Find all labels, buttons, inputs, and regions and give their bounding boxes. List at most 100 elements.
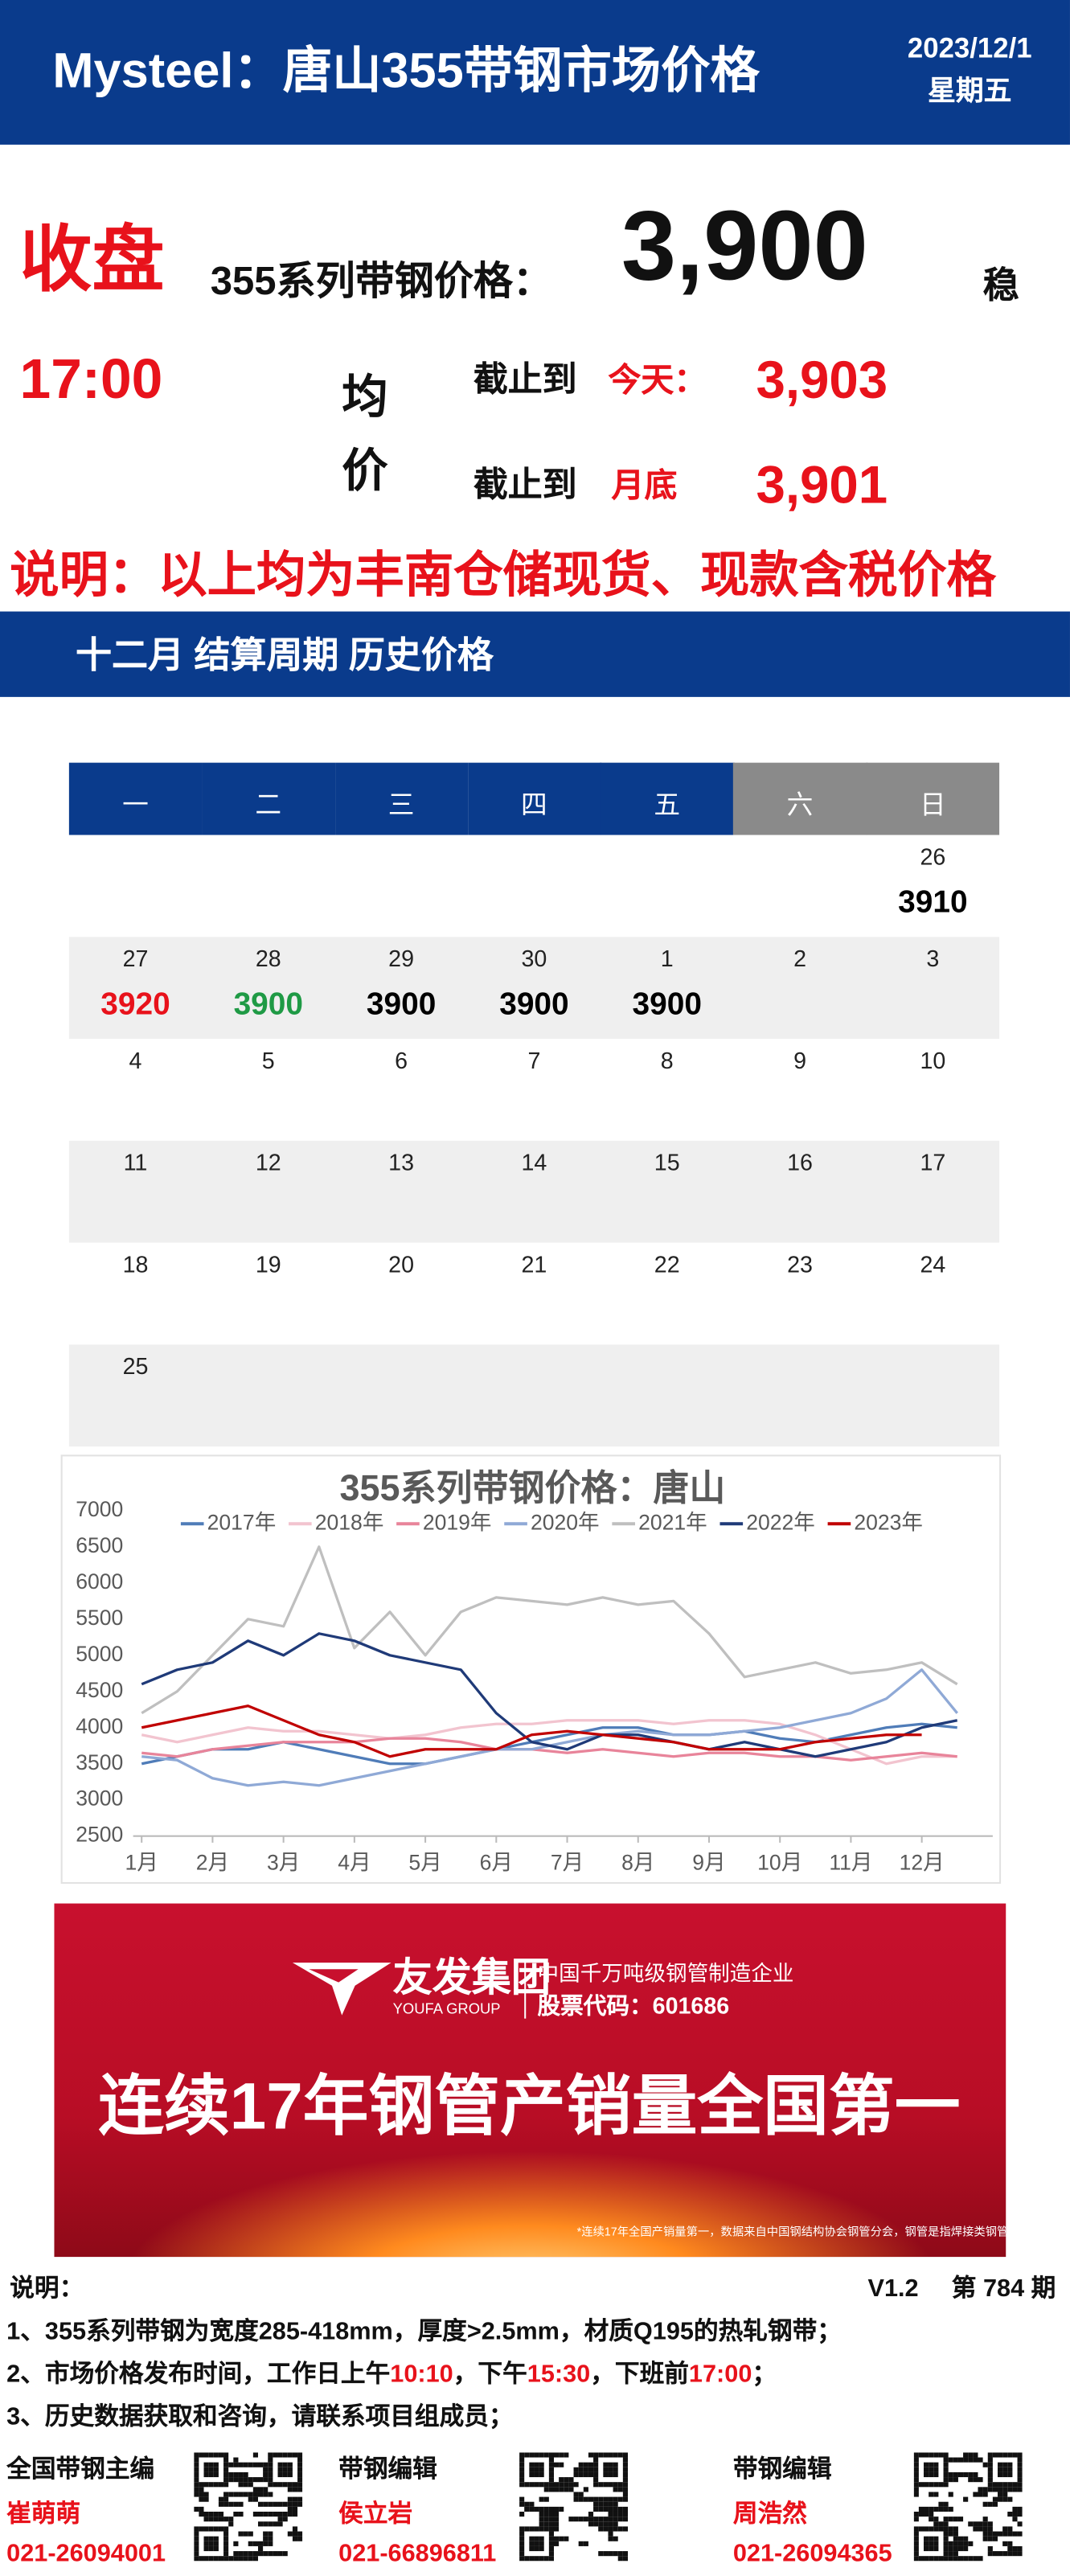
header-band	[0, 0, 1070, 145]
day-number: 16	[787, 1149, 813, 1175]
day-number: 27	[122, 945, 149, 972]
section-band	[0, 611, 1070, 697]
weekday-cell	[601, 762, 735, 835]
y-tick-label: 3500	[76, 1750, 123, 1774]
day-number: 12	[255, 1149, 281, 1175]
y-tick-label: 6000	[76, 1569, 123, 1594]
x-tick-label: 8月	[621, 1850, 654, 1874]
header-date: 2023/12/1	[907, 32, 1032, 64]
avg-period: 今天：	[608, 363, 707, 400]
day-number: 2	[793, 945, 807, 972]
footer-text: 3、历史数据获取和咨询，请联系项目组成员；	[6, 2403, 514, 2431]
divider	[524, 1959, 527, 2019]
y-tick-label: 4500	[76, 1678, 123, 1702]
x-tick-label: 11月	[829, 1850, 872, 1874]
banner-brand-en: YOUFA GROUP	[392, 2000, 501, 2017]
day-number: 20	[388, 1250, 415, 1278]
weekday-cell	[733, 762, 867, 835]
day-number: 14	[521, 1149, 547, 1175]
legend-label: 2023年	[854, 1510, 923, 1534]
day-number: 18	[122, 1250, 149, 1278]
legend-label: 2019年	[423, 1510, 492, 1534]
x-tick-label: 4月	[338, 1850, 371, 1874]
avg-prefix: 截止到	[473, 361, 577, 400]
day-number: 17	[920, 1149, 946, 1175]
price-label: 355系列带钢价格：	[210, 260, 553, 305]
banner-slogan: 连续17年钢管产销量全国第一	[98, 2071, 961, 2144]
week-row	[68, 1242, 1000, 1345]
contact-role: 全国带钢主编	[6, 2455, 155, 2484]
x-tick-label: 1月	[125, 1850, 158, 1874]
note: 说明：以上均为丰南仓储现货、现款含税价格	[10, 548, 996, 604]
weekday-label: 日	[919, 792, 946, 821]
x-tick-label: 9月	[692, 1850, 725, 1874]
series-line	[141, 1719, 957, 1766]
y-tick-label: 4000	[76, 1714, 123, 1738]
contact-name: 崔萌萌	[6, 2500, 81, 2529]
footer-line: 3、历史数据获取和咨询，请联系项目组成员；	[6, 2405, 513, 2430]
highlight-time: 17:00	[688, 2360, 752, 2389]
footer-text: ，下班前	[590, 2360, 689, 2389]
ad-banner: 友发集团 YOUFA GROUP 中国千万吨级钢管制造企业 股票代码：60168…	[54, 1903, 1006, 2258]
header-weekday: 星期五	[928, 76, 1012, 107]
header-title: Mysteel：唐山355带钢市场价格	[52, 44, 760, 99]
day-number: 24	[920, 1250, 946, 1278]
close-price: 3,900	[621, 191, 868, 301]
series-line	[141, 1668, 958, 1787]
day-price: 3900	[366, 987, 437, 1023]
contact-role: 带钢编辑	[732, 2455, 832, 2484]
weekday-cell	[202, 762, 336, 835]
day-number: 9	[793, 1047, 807, 1074]
qr-code	[194, 2452, 303, 2562]
x-tick-label: 12月	[900, 1850, 945, 1874]
y-tick-label: 3000	[76, 1786, 123, 1811]
avg-prefix: 截止到	[473, 466, 577, 505]
avg-label: 价	[342, 445, 388, 497]
day-number: 19	[255, 1250, 281, 1278]
line-chart: 355系列带钢价格：唐山 2500 3000 3500 4000 4500 5000 5500…	[60, 1454, 1002, 1884]
weekday-label: 五	[654, 792, 681, 821]
avg-price: 3,903	[756, 350, 888, 410]
version: V1.2	[867, 2275, 919, 2303]
footer-line: 1、355系列带钢为宽度285-418mm，厚度>2.5mm，材质Q195的热轧…	[6, 2320, 842, 2344]
y-tick-label: 5000	[76, 1642, 123, 1666]
close-time: 17:00	[19, 348, 163, 412]
day-number: 6	[395, 1047, 408, 1074]
day-number: 11	[123, 1149, 148, 1175]
weekday-label: 三	[387, 792, 415, 821]
x-tick-label: 10月	[757, 1850, 802, 1874]
highlight-time: 15:30	[527, 2360, 591, 2389]
series-line	[141, 1737, 957, 1762]
weekday-label: 六	[786, 792, 814, 821]
footer-text: ，下午	[453, 2360, 527, 2389]
y-tick-label: 7000	[76, 1497, 123, 1521]
close-label: 收盘	[19, 219, 165, 301]
series-line	[141, 1632, 958, 1758]
legend-label: 2021年	[638, 1510, 707, 1534]
week-row	[68, 937, 1000, 1040]
day-number: 25	[122, 1352, 149, 1380]
y-tick-label: 5500	[76, 1606, 123, 1630]
footer-text: ；	[752, 2360, 777, 2389]
x-tick-label: 6月	[480, 1850, 513, 1874]
avg-period: 月底	[611, 468, 678, 505]
banner-footnote: *连续17年全国产销量第一，数据来自中国钢结构协会钢管分会，钢管是指焊接类钢管。	[576, 2227, 1006, 2239]
week-row	[68, 1140, 1000, 1243]
footer-line: 2、市场价格发布时间，工作日上午10:10，下午15:30，下班前17:00；	[6, 2362, 777, 2387]
avg-price: 3,901	[756, 455, 888, 515]
legend-label: 2017年	[207, 1510, 277, 1534]
legend-label: 2020年	[531, 1510, 600, 1534]
weekday-label: 四	[521, 792, 547, 821]
day-price: 3910	[898, 885, 968, 921]
series-line	[141, 1545, 958, 1715]
x-tick-label: 5月	[408, 1850, 441, 1874]
y-tick-label: 2500	[76, 1823, 123, 1847]
y-tick-label: 6500	[76, 1533, 123, 1557]
contact-name: 侯立岩	[338, 2500, 413, 2529]
avg-label: 均	[342, 371, 388, 423]
section-title: 十二月 结算周期 历史价格	[76, 634, 494, 676]
day-number: 22	[654, 1250, 680, 1278]
issue: 第 784 期	[951, 2275, 1056, 2303]
day-number: 7	[527, 1047, 541, 1074]
day-number: 1	[660, 945, 674, 972]
